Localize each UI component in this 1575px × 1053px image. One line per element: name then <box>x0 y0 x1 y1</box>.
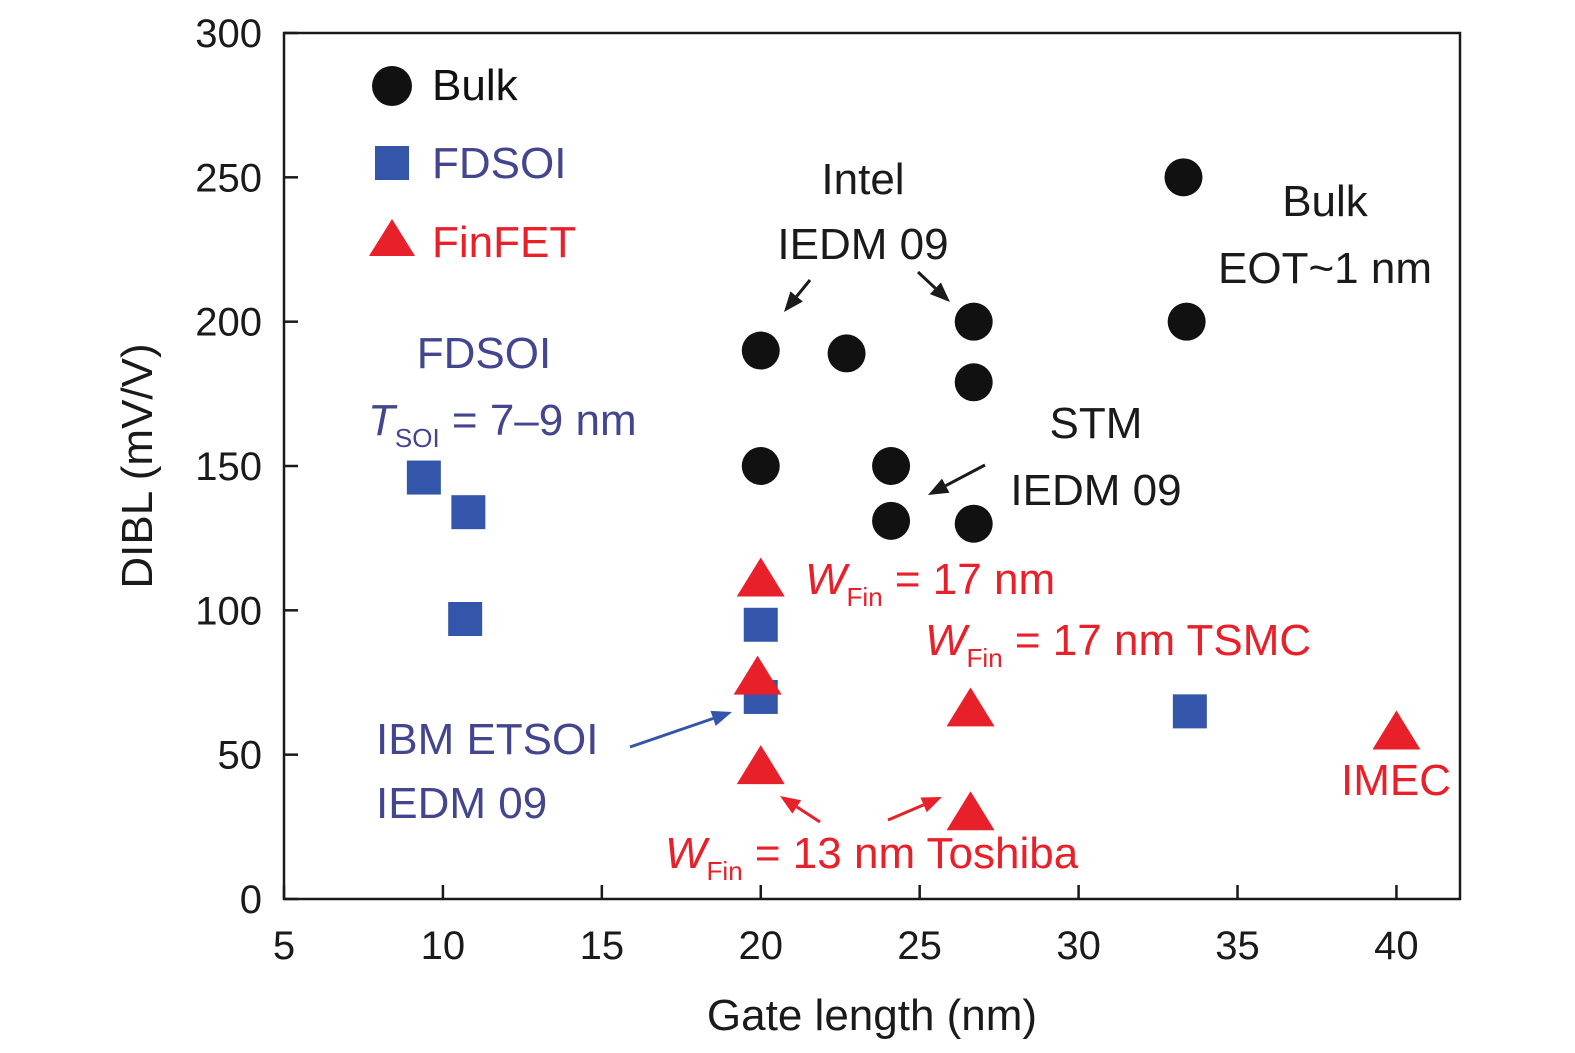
x-tick-label: 25 <box>897 924 942 968</box>
stm-label-line2: IEDM 09 <box>1010 466 1181 515</box>
wfin17-label: WFin = 17 nm <box>805 555 1055 612</box>
y-axis-title: DIBL (mV/V) <box>113 343 162 588</box>
bulk-eot-label-line1: Bulk <box>1282 177 1369 226</box>
data-marks <box>406 158 1421 831</box>
annotation-arrow <box>629 710 732 749</box>
bulk-point <box>954 504 993 543</box>
fdsoi-point <box>743 607 778 642</box>
finfet-point <box>1372 710 1421 750</box>
y-tick-label: 50 <box>218 734 263 778</box>
wfin13-main: W <box>665 829 710 878</box>
x-tick-label: 35 <box>1215 924 1260 968</box>
x-tick-label: 20 <box>739 924 784 968</box>
wfin17-rest: = 17 nm <box>883 555 1055 604</box>
wfin13-label: WFin = 13 nm Toshiba <box>665 829 1079 886</box>
x-tick-label: 5 <box>273 924 295 968</box>
legend-bulk-label: Bulk <box>432 61 519 110</box>
wfin17-tsmc-sub: Fin <box>967 643 1003 673</box>
bulk-point <box>954 363 993 402</box>
x-tick-label: 10 <box>421 924 466 968</box>
legend-finfet-label: FinFET <box>432 218 576 267</box>
annotation-arrow <box>916 270 950 302</box>
finfet-point <box>736 745 785 785</box>
x-tick-label: 40 <box>1374 924 1419 968</box>
bulk-point <box>827 334 866 373</box>
fdsoi-annotation-label: FDSOI <box>417 329 551 378</box>
annotation-arrow <box>887 797 942 822</box>
ibm-label-line1: IBM ETSOI <box>376 715 598 764</box>
wfin17-main: W <box>805 555 850 604</box>
tsoi-sub: SOI <box>395 423 440 453</box>
bulk-point <box>872 501 911 540</box>
y-tick-label: 0 <box>240 878 262 922</box>
wfin17-tsmc-rest: = 17 nm TSMC <box>1003 616 1312 665</box>
fdsoi-point <box>448 601 483 636</box>
intel-label-line1: Intel <box>821 155 904 204</box>
ibm-label-line2: IEDM 09 <box>376 779 547 828</box>
y-tick-label: 150 <box>195 445 262 489</box>
x-tick-label: 15 <box>580 924 625 968</box>
wfin13-rest: = 13 nm Toshiba <box>743 829 1079 878</box>
legend-finfet-marker <box>369 219 415 256</box>
finfet-point <box>736 557 785 597</box>
finfet-point <box>733 655 782 695</box>
x-tick-label: 30 <box>1056 924 1101 968</box>
annotations: Intel IEDM 09 Bulk EOT~1 nm FDSOI TSOI =… <box>368 155 1451 886</box>
x-axis-title: Gate length (nm) <box>707 991 1037 1040</box>
bulk-point <box>741 447 780 485</box>
finfet-point <box>946 791 995 831</box>
annotation-arrow <box>784 279 812 312</box>
wfin17-tsmc-main: W <box>925 616 970 665</box>
legend-fdsoi-marker <box>375 146 409 180</box>
wfin17-sub: Fin <box>847 582 883 612</box>
bulk-eot-label-line2: EOT~1 nm <box>1218 244 1432 293</box>
bulk-point <box>872 447 911 485</box>
legend-fdsoi-label: FDSOI <box>432 139 566 188</box>
tsoi-rest: = 7–9 nm <box>440 396 637 445</box>
imec-label: IMEC <box>1341 756 1451 805</box>
fdsoi-point <box>1172 694 1207 729</box>
fdsoi-point <box>451 495 486 530</box>
y-tick-label: 200 <box>195 301 262 345</box>
bulk-point <box>954 302 993 341</box>
annotation-arrow <box>780 796 821 824</box>
stm-label-line1: STM <box>1050 399 1143 448</box>
y-tick-label: 300 <box>195 12 262 56</box>
wfin17-tsmc-label: WFin = 17 nm TSMC <box>925 616 1311 673</box>
bulk-point <box>1167 302 1206 341</box>
legend: Bulk FDSOI FinFET <box>369 61 576 267</box>
legend-bulk-marker <box>372 66 412 106</box>
annotation-arrow <box>928 463 986 495</box>
axis-ticks: 5 10 15 20 25 30 35 40 0 50 100 150 200 250 300 <box>195 12 1418 968</box>
intel-label-line2: IEDM 09 <box>777 220 948 269</box>
finfet-point <box>946 687 995 727</box>
bulk-point <box>741 331 780 370</box>
y-tick-label: 250 <box>195 156 262 200</box>
annotation-arrows <box>629 270 986 824</box>
tsoi-annotation-label: TSOI = 7–9 nm <box>368 396 637 453</box>
y-tick-label: 100 <box>195 589 262 633</box>
wfin13-sub: Fin <box>707 856 743 886</box>
tsoi-main: T <box>368 396 398 445</box>
bulk-point <box>1164 158 1203 197</box>
fdsoi-point <box>406 460 441 495</box>
